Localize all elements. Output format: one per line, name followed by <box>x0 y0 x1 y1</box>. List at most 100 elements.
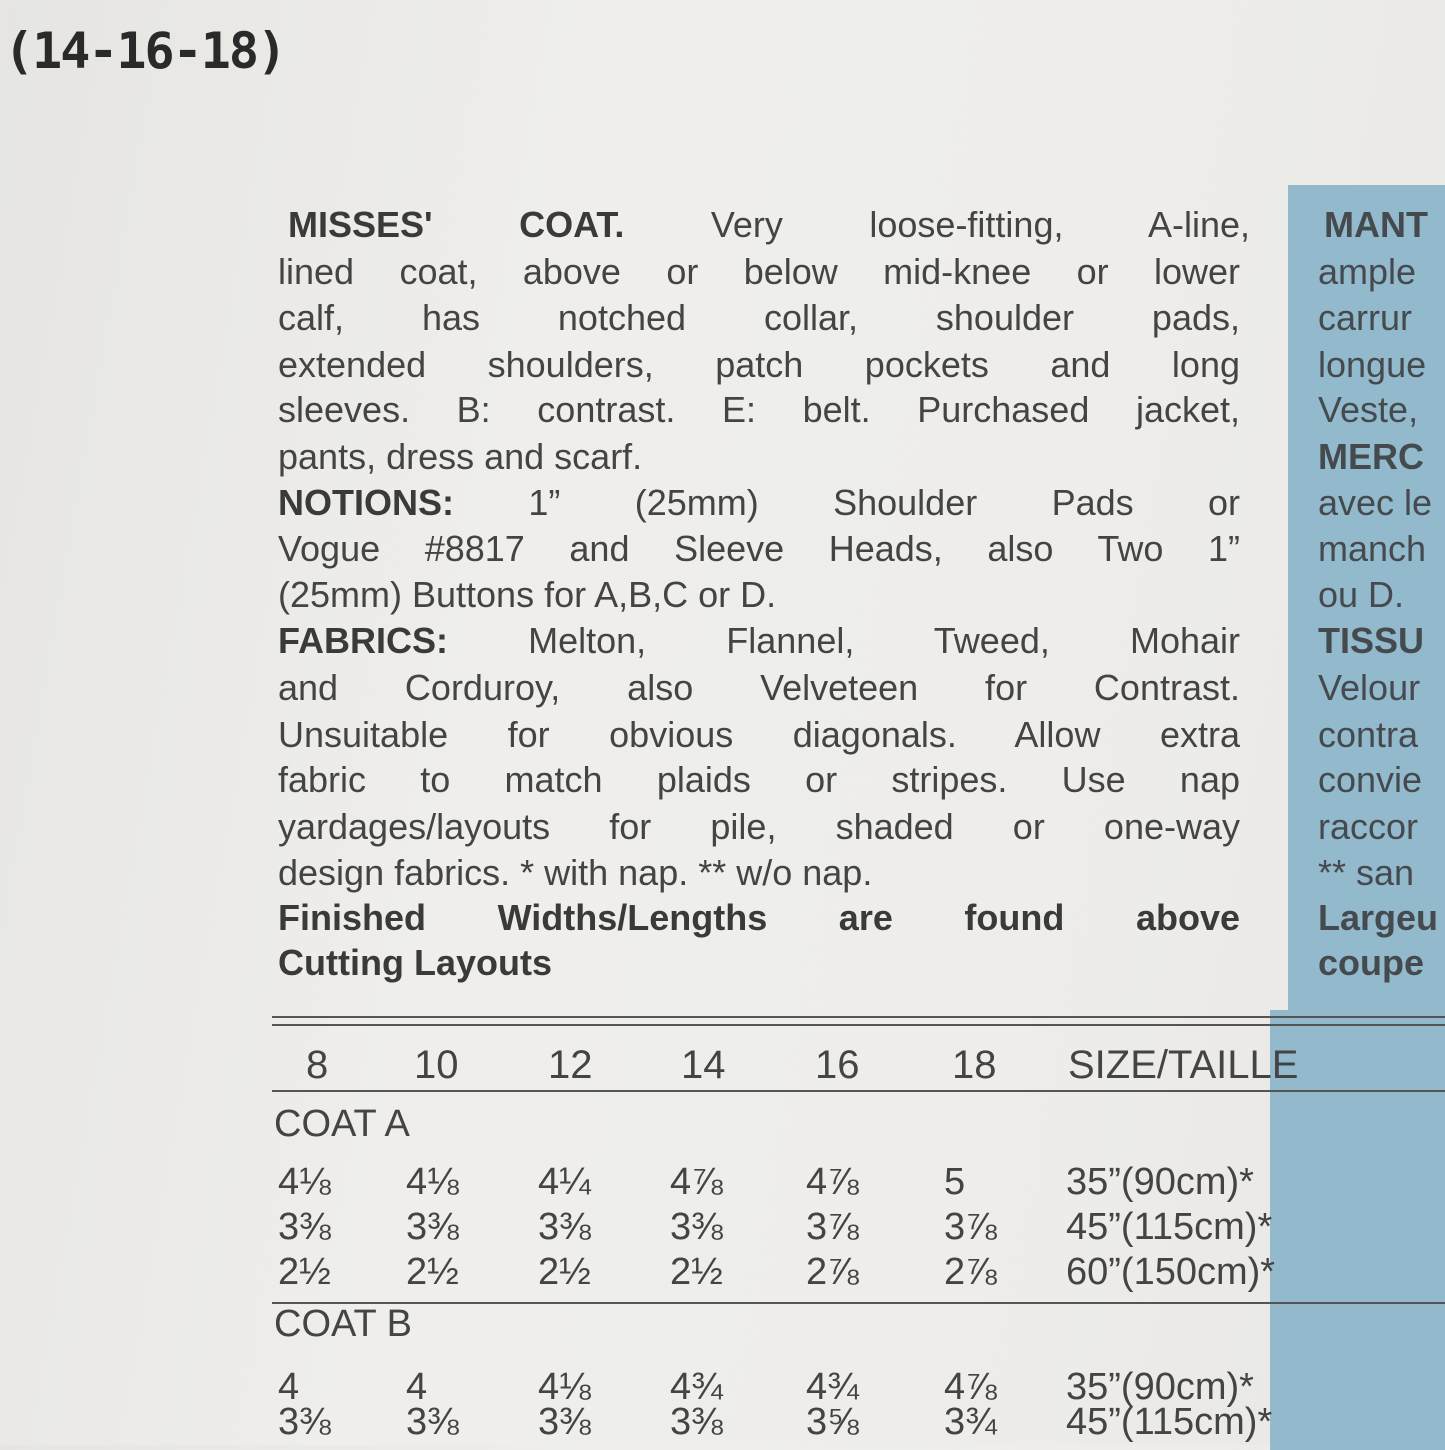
line-text: Vogue #8817 and Sleeve Heads, also Two 1… <box>278 528 1240 569</box>
description-line: pants, dress and scarf. <box>278 435 1240 479</box>
yardage-value: 4 <box>278 1366 300 1408</box>
line-text: and Corduroy, also Velveteen for Contras… <box>278 667 1240 708</box>
yardage-value: 4¼ <box>538 1161 591 1203</box>
description-line: (25mm) Buttons for A,B,C or D. <box>278 573 1240 617</box>
yardage-value: 4⅞ <box>670 1161 723 1203</box>
french-line: coupe <box>1318 942 1425 983</box>
french-line: carrur <box>1318 297 1413 338</box>
description-line: yardages/layouts for pile, shaded or one… <box>278 805 1240 849</box>
description-line: NOTIONS: 1” (25mm) Shoulder Pads or <box>278 481 1240 525</box>
french-line: Veste, <box>1318 389 1419 430</box>
yardage-value: 4⅛ <box>278 1161 331 1203</box>
yardage-value: 3⅜ <box>278 1206 331 1248</box>
table-rule <box>272 1016 1445 1018</box>
line-text: Very loose-fitting, A-line, <box>624 204 1250 245</box>
description-line: MISSES' COAT. Very loose-fitting, A-line… <box>288 203 1250 247</box>
line-text: yardages/layouts for pile, shaded or one… <box>278 806 1240 847</box>
yardage-value: 4⅞ <box>806 1161 859 1203</box>
yardage-value: 3⅜ <box>538 1206 591 1248</box>
line-text: lined coat, above or below mid-knee or l… <box>278 251 1240 292</box>
description-line: Finished Widths/Lengths are found above <box>278 896 1240 940</box>
french-line: contra <box>1318 714 1419 755</box>
fabric-width: 35”(90cm)* <box>1066 1366 1254 1408</box>
table-rule <box>272 1090 1445 1092</box>
size-range-label: (14-16-18) <box>4 22 287 80</box>
french-panel <box>1288 185 1445 1015</box>
french-line: MANT <box>1324 204 1428 245</box>
description-line: Unsuitable for obvious diagonals. Allow … <box>278 713 1240 757</box>
yardage-value: 3⅜ <box>670 1401 723 1443</box>
fabric-width: 45”(115cm)* <box>1066 1401 1273 1443</box>
section-name: COAT B <box>274 1303 412 1345</box>
table-rule <box>272 1024 1445 1026</box>
line-text: Unsuitable for obvious diagonals. Allow … <box>278 714 1240 755</box>
description-line: Cutting Layouts <box>278 941 1240 985</box>
size-header: 8 <box>306 1043 329 1087</box>
french-line: TISSU <box>1318 620 1425 661</box>
section-name: COAT A <box>274 1103 410 1145</box>
section-heading: FABRICS: <box>278 620 448 661</box>
description-line: design fabrics. * with nap. ** w/o nap. <box>278 851 1240 895</box>
french-line: convie <box>1318 759 1423 800</box>
yardage-value: 3¾ <box>944 1401 997 1443</box>
french-line: longue <box>1318 344 1427 385</box>
section-heading: Finished Widths/Lengths are found above <box>278 897 1240 938</box>
french-line: Velour <box>1318 667 1421 708</box>
description-line: sleeves. B: contrast. E: belt. Purchased… <box>278 388 1240 432</box>
fabric-width: 45”(115cm)* <box>1066 1206 1273 1248</box>
line-text: pants, dress and scarf. <box>278 436 643 477</box>
description-line: Vogue #8817 and Sleeve Heads, also Two 1… <box>278 527 1240 571</box>
line-text: fabric to match plaids or stripes. Use n… <box>278 759 1240 800</box>
french-line: raccor <box>1318 806 1419 847</box>
yardage-value: 3⅝ <box>806 1401 859 1443</box>
description-line: FABRICS: Melton, Flannel, Tweed, Mohair <box>278 619 1240 663</box>
line-text: 1” (25mm) Shoulder Pads or <box>454 482 1240 523</box>
description-line: calf, has notched collar, shoulder pads, <box>278 296 1240 340</box>
line-text: extended shoulders, patch pockets and lo… <box>278 344 1240 385</box>
description-line: lined coat, above or below mid-knee or l… <box>278 250 1240 294</box>
yardage-value: 2½ <box>406 1251 459 1293</box>
fabric-width: 35”(90cm)* <box>1066 1161 1254 1203</box>
yardage-value: 3⅜ <box>670 1206 723 1248</box>
size-header: 12 <box>548 1043 593 1087</box>
yardage-value: 3⅜ <box>406 1401 459 1443</box>
line-text: calf, has notched collar, shoulder pads, <box>278 297 1240 338</box>
section-heading: Cutting Layouts <box>278 942 552 983</box>
french-line: ou D. <box>1318 574 1405 615</box>
french-line: MERC <box>1318 436 1424 477</box>
yardage-value: 2½ <box>278 1251 331 1293</box>
yardage-value: 4¾ <box>806 1366 859 1408</box>
french-line: manch <box>1318 528 1427 569</box>
description-line: extended shoulders, patch pockets and lo… <box>278 343 1240 387</box>
table-rule <box>272 1302 1445 1304</box>
french-line: Largeu <box>1318 897 1439 938</box>
yardage-value: 4⅛ <box>538 1366 591 1408</box>
yardage-value: 2½ <box>670 1251 723 1293</box>
section-heading: MISSES' COAT. <box>288 204 625 245</box>
yardage-value: 3⅞ <box>806 1206 859 1248</box>
yardage-value: 3⅞ <box>944 1206 997 1248</box>
line-text: design fabrics. * with nap. ** w/o nap. <box>278 852 873 893</box>
french-line: avec le <box>1318 482 1433 523</box>
line-text: (25mm) Buttons for A,B,C or D. <box>278 574 777 615</box>
french-line: ample <box>1318 251 1417 292</box>
yardage-value: 3⅜ <box>278 1401 331 1443</box>
line-text: sleeves. B: contrast. E: belt. Purchased… <box>278 389 1240 430</box>
size-header: 10 <box>414 1043 459 1087</box>
yardage-value: 4⅛ <box>406 1161 459 1203</box>
size-header: 14 <box>681 1043 726 1087</box>
yardage-value: 3⅜ <box>538 1401 591 1443</box>
yardage-value: 5 <box>944 1161 966 1203</box>
description-line: and Corduroy, also Velveteen for Contras… <box>278 666 1240 710</box>
line-text: Melton, Flannel, Tweed, Mohair <box>448 620 1240 661</box>
description-line: fabric to match plaids or stripes. Use n… <box>278 758 1240 802</box>
yardage-value: 2⅞ <box>944 1251 997 1293</box>
yardage-value: 4⅞ <box>944 1366 997 1408</box>
french-panel-lower <box>1270 1010 1445 1450</box>
yardage-value: 2½ <box>538 1251 591 1293</box>
yardage-value: 3⅜ <box>406 1206 459 1248</box>
size-header: 18 <box>952 1043 997 1087</box>
french-line: ** san <box>1318 852 1415 893</box>
size-header-label: SIZE/TAILLE <box>1068 1043 1299 1087</box>
size-header: 16 <box>815 1043 860 1087</box>
